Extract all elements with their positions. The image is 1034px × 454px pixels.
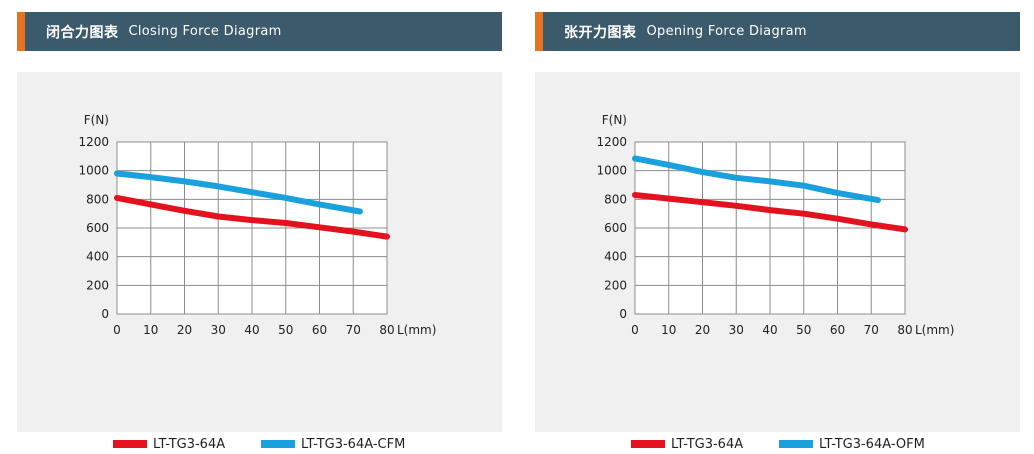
x-tick-label: 0: [631, 323, 639, 337]
x-tick-label: 50: [796, 323, 811, 337]
chart-area: 0 10 20 30 40 50 60 70 80 0 200 400 600 800 1000 1200 F(…: [17, 72, 502, 452]
legend-item: LT-TG3-64A: [113, 434, 225, 454]
legend-swatch: [779, 440, 813, 448]
series-line: [632, 155, 881, 204]
panel-title-cn: 张开力图表: [564, 24, 637, 41]
y-axis-label: F(N): [602, 113, 627, 127]
y-tick-label: 0: [101, 307, 109, 321]
opening-force-chart: 0 10 20 30 40 50 60 70 80020040060080010001200F(…: [596, 113, 954, 337]
y-tick-label: 800: [86, 192, 109, 206]
chart-area: 0 10 20 30 40 50 60 70 80 0 200 400 600 800 1000 1200 F(…: [535, 72, 1020, 452]
panel-header: 闭合力图表 Closing Force Diagram: [17, 12, 502, 51]
legend-swatch: [261, 440, 295, 448]
header-accent-bar: [17, 12, 25, 51]
legend-label: LT-TG3-64A-OFM: [819, 436, 925, 452]
closing-force-panel: 闭合力图表 Closing Force Diagram 0 10 20 30 40 50 6…: [17, 12, 502, 452]
y-tick-label: 200: [86, 278, 109, 292]
header-accent-bar: [535, 12, 543, 51]
panel-header: 张开力图表 Opening Force Diagram: [535, 12, 1020, 51]
legend-swatch: [113, 440, 147, 448]
x-tick-label: 40: [244, 323, 259, 337]
x-tick-label: 30: [211, 323, 226, 337]
x-tick-label: 70: [346, 323, 361, 337]
y-tick-label: 600: [604, 221, 627, 235]
closing-force-chart: 0 10 20 30 40 50 60 70 80020040060080010001200F(…: [78, 113, 436, 337]
y-tick-label: 400: [86, 250, 109, 264]
x-axis-label: L(mm): [397, 323, 436, 337]
x-tick-label: 80: [897, 323, 912, 337]
legend-item: LT-TG3-64A: [631, 434, 743, 454]
legend-label: LT-TG3-64A-CFM: [301, 436, 406, 452]
x-tick-label: 60: [312, 323, 327, 337]
x-tick-label: 0: [113, 323, 121, 337]
series-line: [114, 194, 390, 240]
y-tick-label: 400: [604, 250, 627, 264]
opening-force-panel: 张开力图表 Opening Force Diagram 0 10 20 30 40 50 6…: [535, 12, 1020, 452]
y-tick-label: 0: [619, 307, 627, 321]
y-tick-label: 1200: [78, 135, 109, 149]
x-tick-label: 50: [278, 323, 293, 337]
x-tick-label: 10: [661, 323, 676, 337]
y-tick-label: 600: [86, 221, 109, 235]
x-tick-label: 10: [143, 323, 158, 337]
x-tick-label: 60: [830, 323, 845, 337]
y-tick-label: 1000: [78, 164, 109, 178]
x-tick-label: 70: [864, 323, 879, 337]
y-tick-label: 200: [604, 278, 627, 292]
legend-swatch: [631, 440, 665, 448]
series-line: [114, 170, 363, 215]
legend-label: LT-TG3-64A: [671, 436, 744, 452]
legend-item: LT-TG3-64A-OFM: [779, 434, 925, 454]
legend-item: LT-TG3-64A-CFM: [261, 434, 405, 454]
y-tick-label: 1200: [596, 135, 627, 149]
y-tick-label: 1000: [596, 164, 627, 178]
x-tick-label: 40: [762, 323, 777, 337]
x-tick-label: 20: [177, 323, 192, 337]
panel-title-en: Opening Force Diagram: [646, 24, 807, 39]
x-tick-label: 20: [695, 323, 710, 337]
legend-label: LT-TG3-64A: [153, 436, 226, 452]
x-axis-label: L(mm): [915, 323, 954, 337]
panel-title-en: Closing Force Diagram: [128, 24, 282, 39]
x-tick-label: 80: [379, 323, 394, 337]
x-tick-label: 30: [729, 323, 744, 337]
y-tick-label: 800: [604, 192, 627, 206]
y-axis-label: F(N): [84, 113, 109, 127]
panel-title-cn: 闭合力图表: [46, 24, 119, 41]
series-line: [632, 192, 908, 233]
